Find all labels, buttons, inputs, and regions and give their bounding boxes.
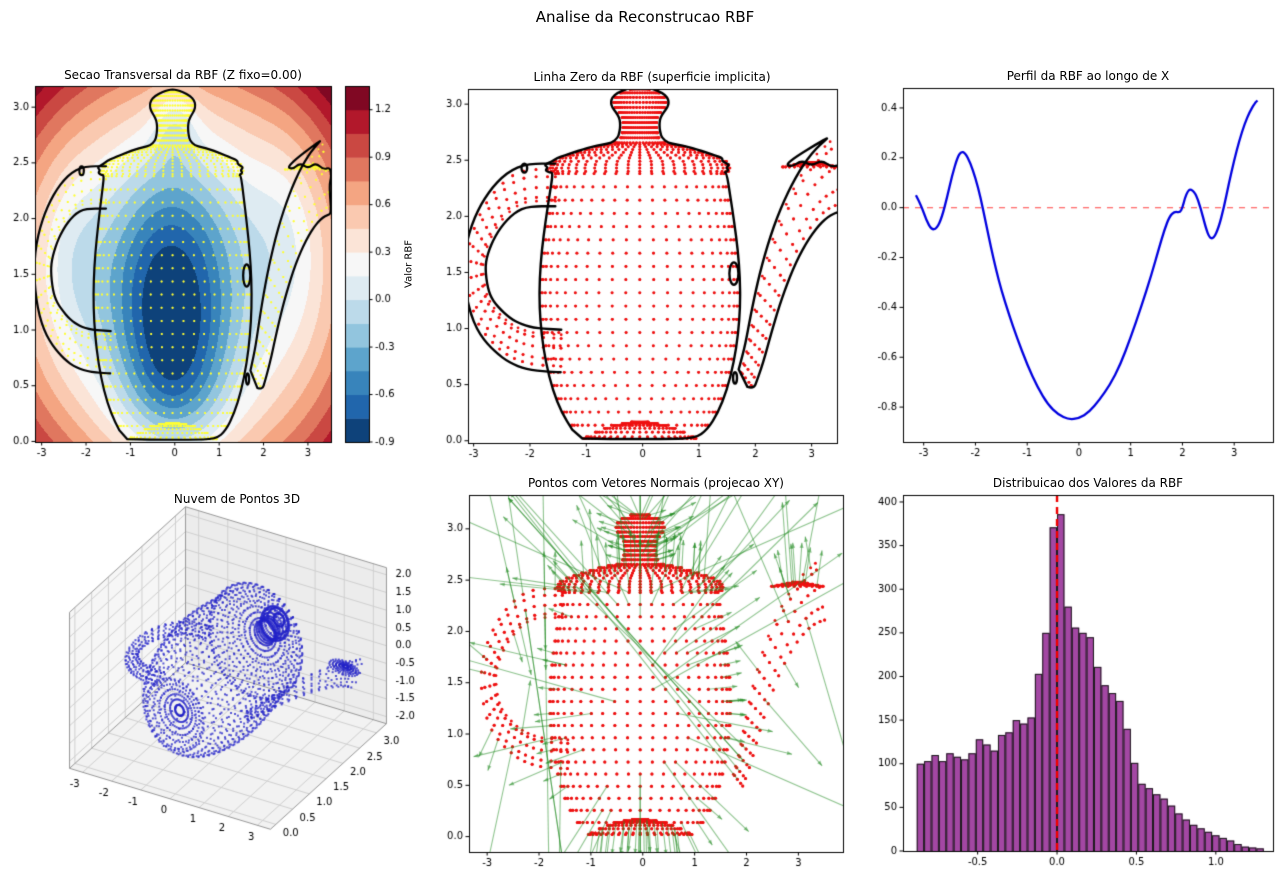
subplot-title-normals: Pontos com Vetores Normais (projecao XY) (528, 476, 784, 490)
subplot-title-histogram: Distribuicao dos Valores da RBF (992, 476, 1184, 490)
subplot-title-profile: Perfil da RBF ao longo de X (1006, 69, 1170, 83)
subplot-title-3d: Nuvem de Pontos 3D (173, 492, 301, 506)
colorbar-label: Valor RBF (403, 240, 415, 288)
subplot-title-contour: Secao Transversal da RBF (Z fixo=0.00) (64, 68, 302, 82)
figure-title: Analise da Reconstrucao RBF (535, 8, 755, 26)
subplot-title-zeroline: Linha Zero da RBF (superficie implicita) (533, 70, 771, 84)
